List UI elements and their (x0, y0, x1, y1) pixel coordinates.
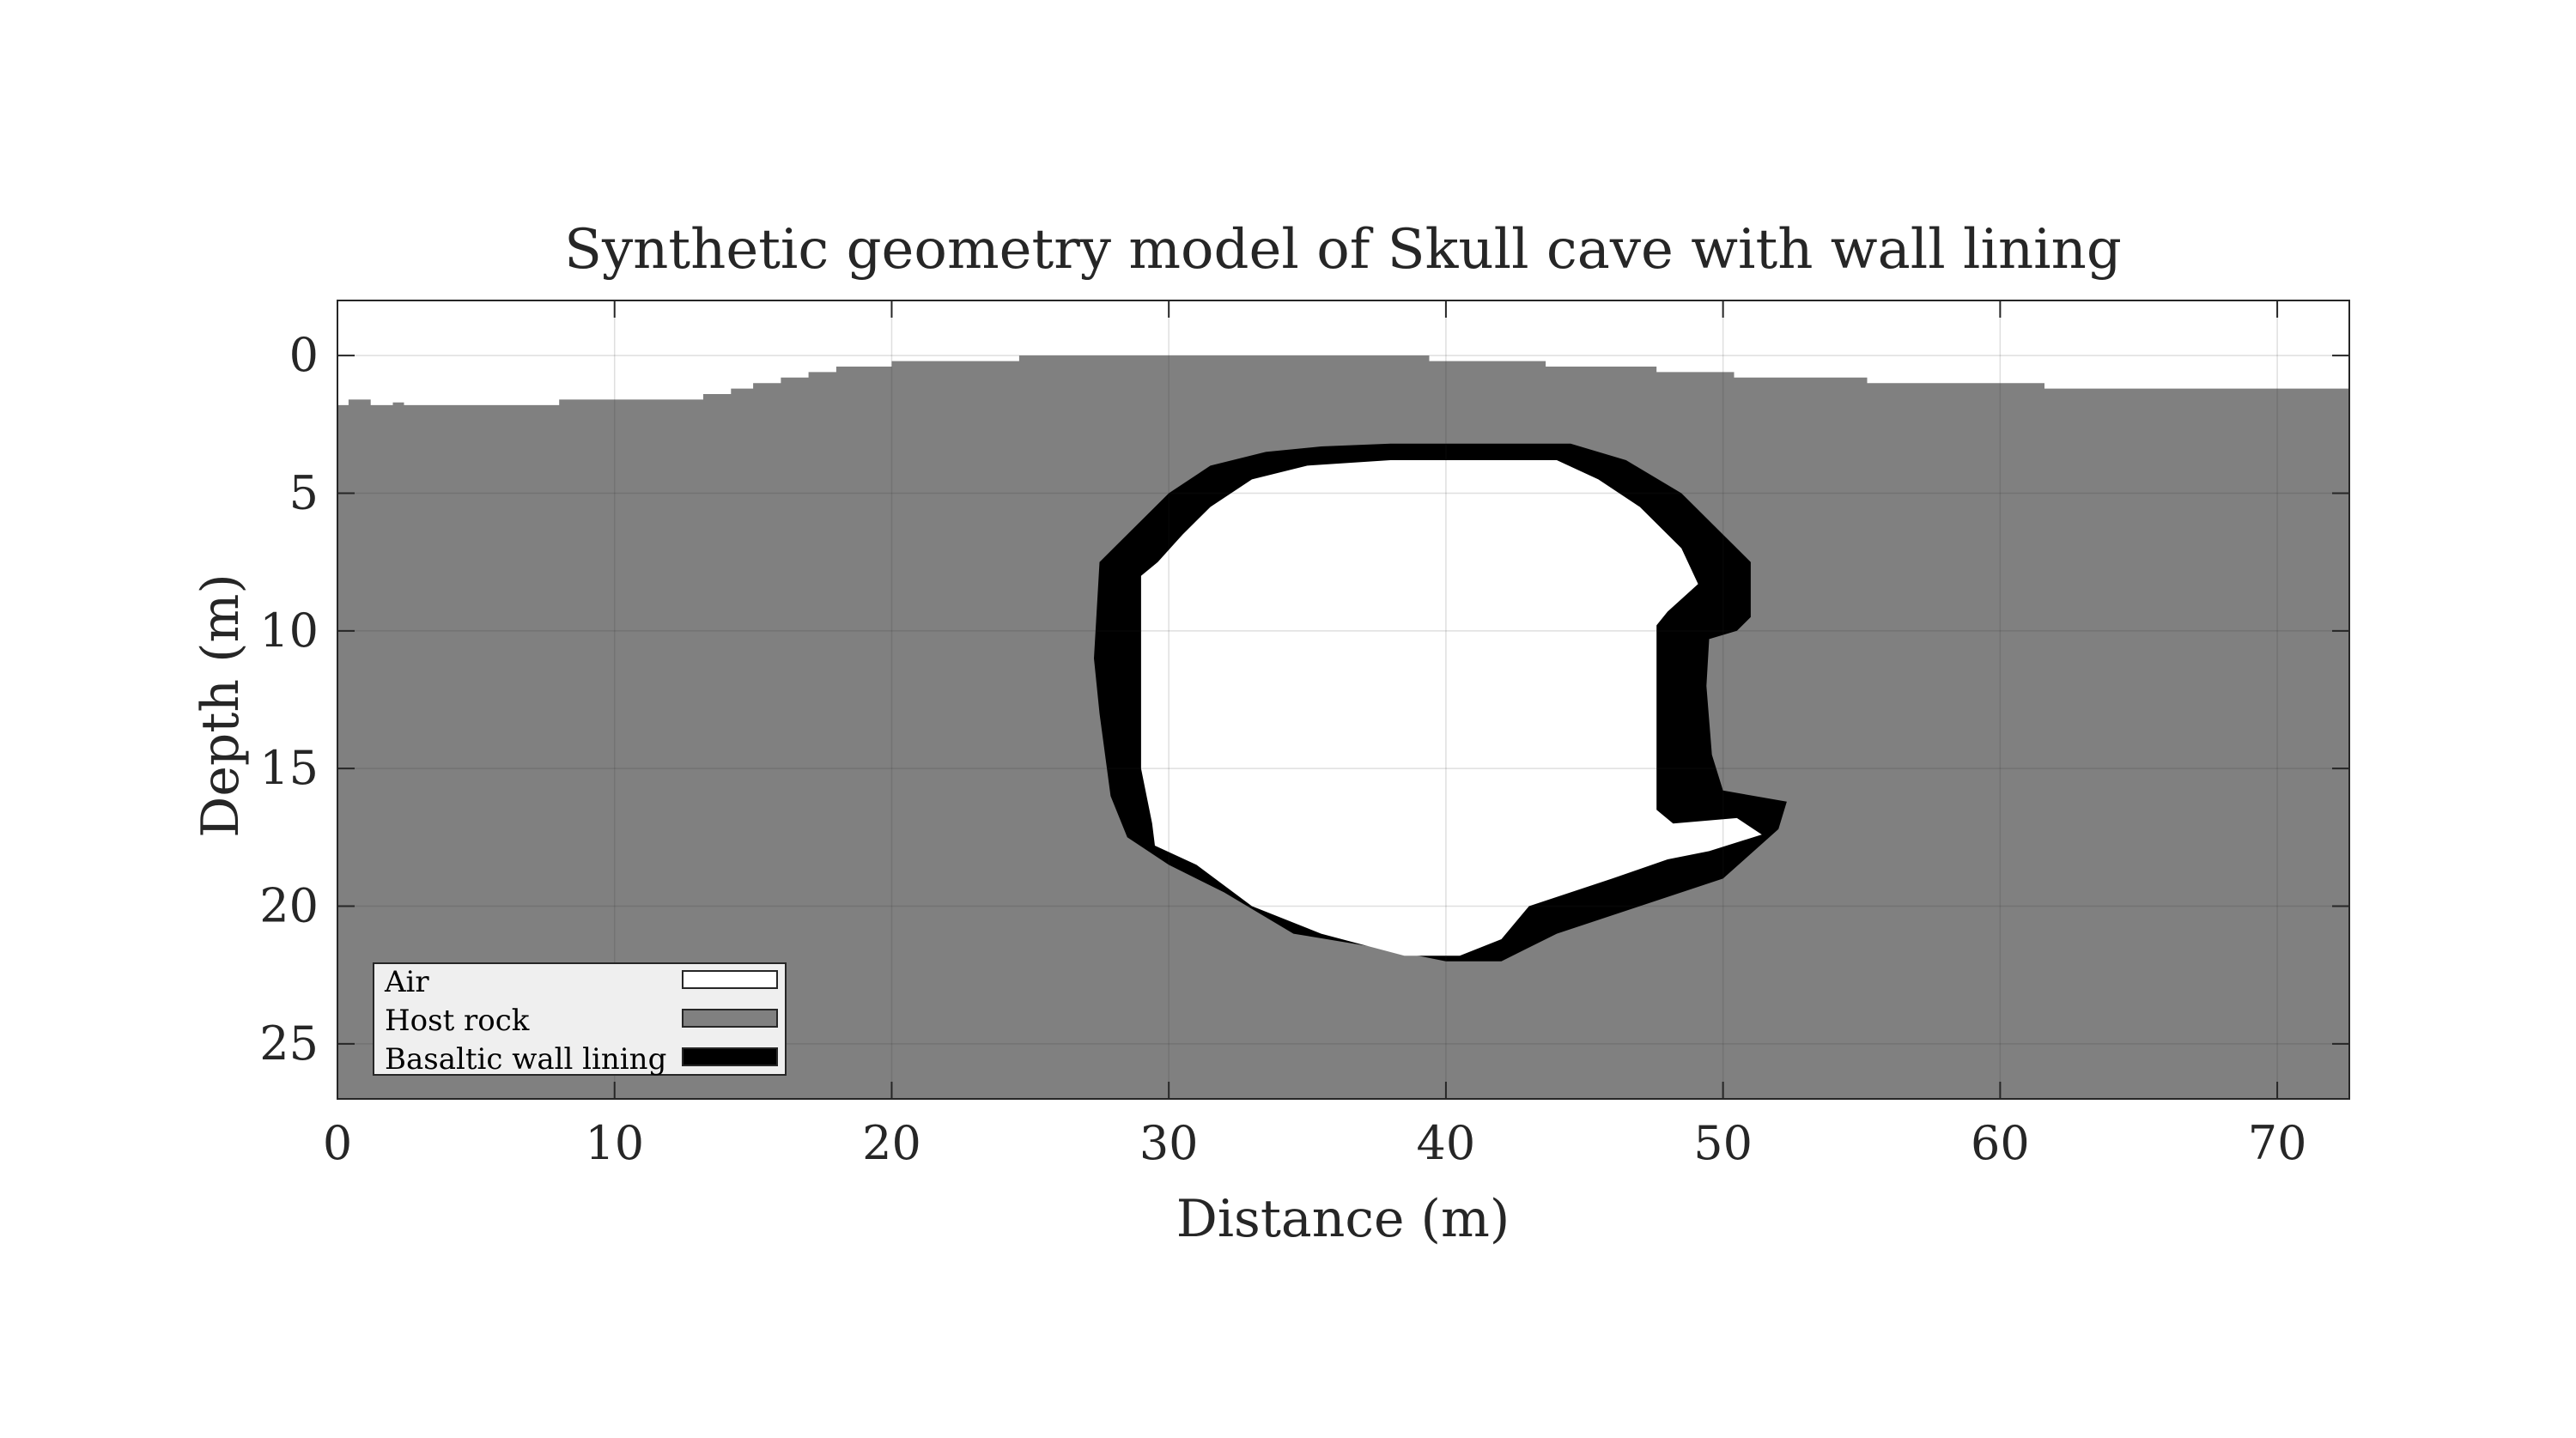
y-tick-label: 15 (259, 741, 319, 795)
legend-swatch-host-rock (682, 1009, 778, 1028)
legend: Air Host rock Basaltic wall lining (373, 962, 787, 1077)
y-tick-labels: 0 5 10 15 20 25 (259, 328, 319, 1071)
y-tick-label: 25 (259, 1016, 319, 1071)
y-tick-label: 10 (259, 604, 319, 658)
cave-air-region (1140, 460, 1762, 956)
x-tick-label: 10 (585, 1116, 644, 1170)
y-axis-label: Depth (m) (191, 573, 251, 838)
y-tick-label: 20 (259, 879, 319, 933)
x-tick-label: 70 (2248, 1116, 2307, 1170)
legend-label-host-rock: Host rock (385, 1004, 530, 1038)
x-tick-label: 50 (1693, 1116, 1753, 1170)
x-tick-label: 30 (1139, 1116, 1199, 1170)
x-tick-label: 0 (323, 1116, 352, 1170)
x-tick-label: 20 (862, 1116, 921, 1170)
legend-label-wall-lining: Basaltic wall lining (385, 1042, 666, 1077)
legend-label-air: Air (384, 965, 429, 999)
x-axis-label: Distance (m) (1176, 1189, 1510, 1249)
chart-title: Synthetic geometry model of Skull cave w… (564, 218, 2122, 282)
plot-area (337, 300, 2350, 1100)
x-tick-labels: 0 10 20 30 40 50 60 70 (323, 1116, 2307, 1170)
x-tick-label: 40 (1417, 1116, 1476, 1170)
legend-swatch-wall-lining (682, 1047, 778, 1066)
axes-box (337, 300, 2350, 1100)
x-tick-label: 60 (1971, 1116, 2030, 1170)
legend-swatch-air (682, 970, 778, 989)
y-tick-label: 5 (289, 465, 319, 519)
y-tick-label: 0 (289, 328, 319, 382)
